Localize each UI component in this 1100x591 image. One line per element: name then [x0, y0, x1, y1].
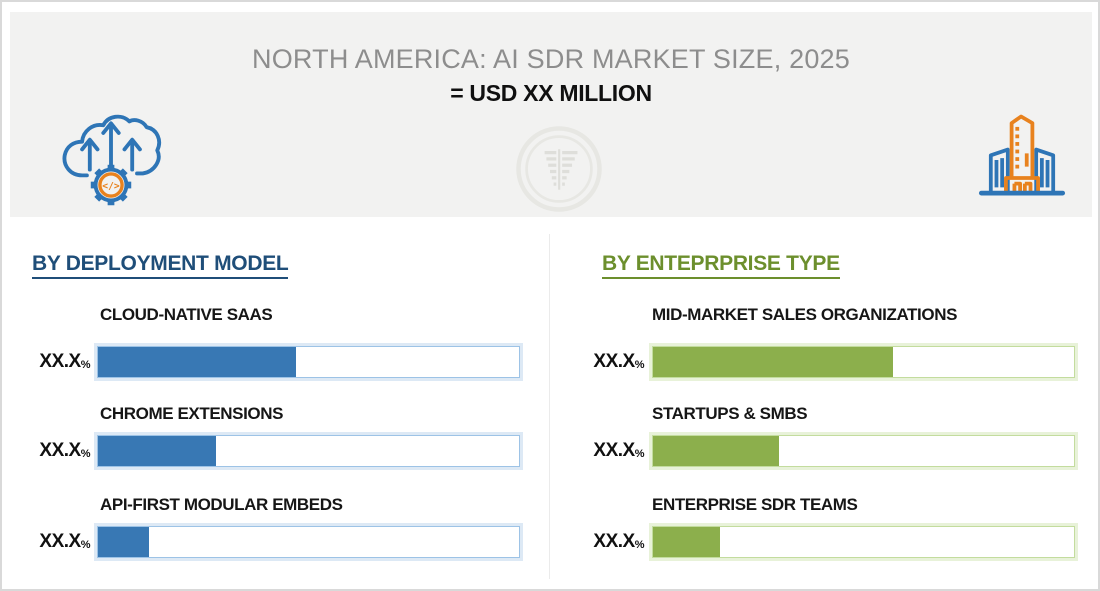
bar-label: API-FIRST MODULAR EMBEDS [100, 495, 343, 514]
bar-value: XX.X% [593, 440, 644, 461]
column-divider [549, 234, 550, 579]
bar-value: XX.X% [39, 351, 90, 372]
bar-label: CHROME EXTENSIONS [100, 404, 284, 423]
bar-value: XX.X% [593, 531, 644, 552]
bar-label: CLOUD-NATIVE SAAS [100, 305, 273, 324]
bar-label: STARTUPS & SMBS [652, 404, 808, 423]
svg-text:</>: </> [102, 181, 120, 192]
bar-funnel-watermark-icon [516, 126, 602, 212]
bar-fill [653, 527, 721, 557]
bar-track [652, 435, 1075, 467]
page-subtitle: = USD XX MILLION [450, 80, 652, 106]
bar-value: XX.X% [39, 440, 90, 461]
cloud-migration-gear-code-icon: </> [62, 114, 162, 206]
bar-label: MID-MARKET SALES ORGANIZATIONS [652, 305, 958, 324]
bar-fill [98, 436, 216, 466]
bar-track [97, 346, 520, 378]
bar-fill [653, 347, 893, 377]
bar-fill [98, 347, 296, 377]
bar-track [97, 435, 520, 467]
bar-value: XX.X% [593, 351, 644, 372]
header-banner: NORTH AMERICA: AI SDR MARKET SIZE, 2025 … [10, 12, 1092, 217]
section-heading-deployment-model: BY DEPLOYMENT MODEL [32, 252, 289, 279]
section-heading-enterprise-type: BY ENTEPRPRISE TYPE [602, 252, 840, 279]
bar-fill [653, 436, 780, 466]
bar-value: XX.X% [39, 531, 90, 552]
bar-track [97, 526, 520, 558]
bar-track [652, 526, 1075, 558]
bar-fill [98, 527, 149, 557]
enterprise-buildings-icon [978, 114, 1066, 196]
page-title: NORTH AMERICA: AI SDR MARKET SIZE, 2025 [252, 44, 850, 74]
bar-track [652, 346, 1075, 378]
bar-label: ENTERPRISE SDR TEAMS [652, 495, 858, 514]
